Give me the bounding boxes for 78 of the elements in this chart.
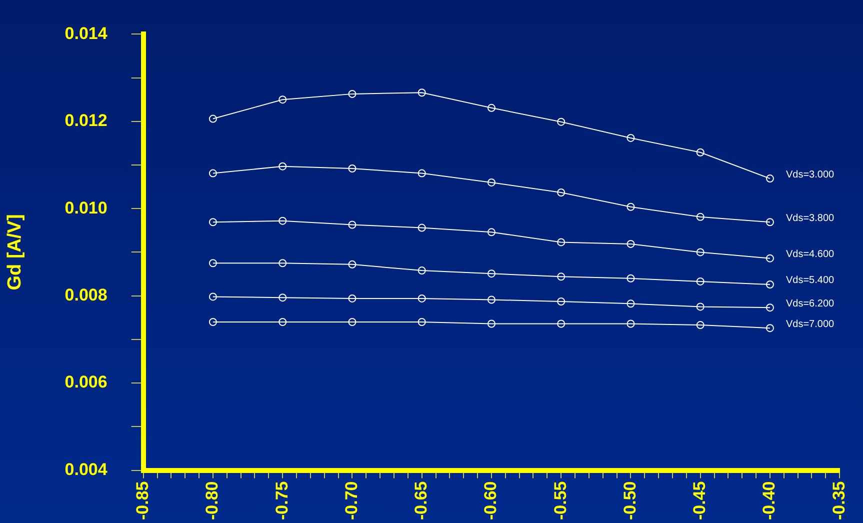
point	[626, 240, 635, 248]
point	[348, 260, 356, 268]
y-axis-title: Gd [A/V]	[4, 214, 26, 290]
x-tick-label: -0.75	[272, 481, 292, 520]
x-tick-label: -0.45	[690, 481, 710, 520]
series-label: Vds=3.800	[786, 212, 835, 224]
point	[766, 174, 774, 183]
x-tick-label: -0.40	[760, 481, 779, 520]
point	[487, 320, 496, 328]
series-label: Vds=5.400	[786, 275, 835, 286]
point	[348, 220, 356, 229]
point	[278, 294, 287, 302]
point	[487, 228, 496, 236]
point	[348, 318, 356, 326]
point	[696, 212, 704, 221]
point	[557, 320, 566, 328]
point	[418, 88, 426, 97]
point	[208, 169, 217, 178]
point	[487, 270, 496, 278]
point	[766, 254, 774, 262]
point	[696, 148, 704, 156]
x-tick-label: -0.55	[550, 481, 570, 520]
x-tick-label: -0.70	[342, 481, 361, 520]
x-tick-label: -0.60	[481, 481, 500, 520]
point	[278, 96, 287, 104]
point	[557, 238, 566, 246]
y-tick-label: 0.012	[64, 111, 108, 130]
point	[626, 274, 635, 282]
point	[557, 298, 566, 306]
point	[626, 300, 635, 308]
point	[348, 294, 356, 302]
point	[696, 321, 704, 330]
point	[487, 104, 496, 112]
y-tick-label: 0.014	[64, 24, 108, 43]
point	[557, 118, 566, 126]
x-tick-label: -0.35	[829, 481, 848, 520]
x-tick-label: -0.65	[412, 481, 431, 520]
point	[208, 218, 217, 226]
point	[557, 188, 566, 196]
x-tick-label: -0.50	[620, 481, 640, 520]
y-tick-label: 0.004	[64, 460, 108, 479]
point	[348, 90, 356, 98]
text: -0.85	[133, 481, 152, 520]
point	[487, 296, 496, 304]
point	[418, 266, 426, 275]
y-tick-label: 0.010	[64, 198, 108, 218]
point	[278, 216, 287, 225]
series-label: Vds=6.200	[786, 298, 835, 310]
point	[418, 318, 426, 326]
y-tick-label: 0.008	[64, 286, 108, 305]
point	[766, 218, 774, 226]
point	[557, 272, 566, 281]
series-label: Vds=3.000	[786, 169, 835, 180]
x-tick-label: -0.80	[202, 481, 222, 520]
point	[696, 248, 704, 256]
point	[348, 164, 356, 173]
point	[626, 320, 635, 328]
y-tick-label: 0.006	[64, 372, 108, 392]
point	[766, 280, 774, 288]
point	[278, 162, 287, 170]
point	[418, 294, 426, 302]
point	[208, 259, 217, 268]
point	[208, 292, 217, 301]
point	[278, 259, 287, 268]
point	[766, 324, 774, 332]
point	[696, 277, 704, 286]
point	[487, 178, 496, 186]
point	[696, 302, 704, 311]
point	[418, 224, 426, 232]
series-label: Vds=7.000	[786, 318, 835, 330]
point	[418, 169, 426, 178]
point	[208, 318, 217, 326]
point	[626, 134, 635, 142]
point	[278, 318, 287, 326]
point	[208, 114, 217, 123]
point	[626, 202, 635, 211]
point	[766, 304, 774, 312]
series-label: Vds=4.600	[786, 249, 835, 260]
